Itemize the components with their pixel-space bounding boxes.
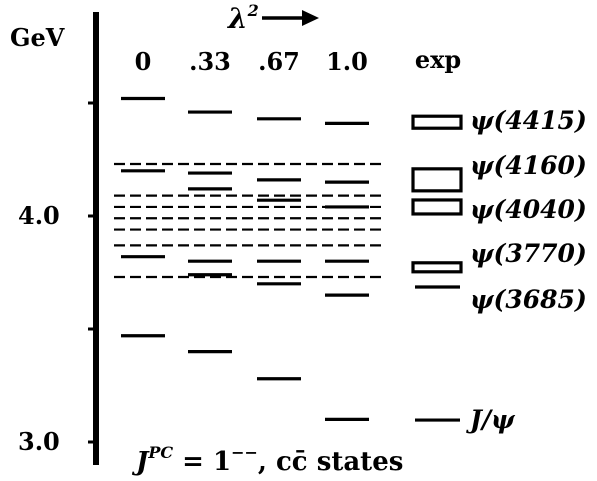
exp-level-box xyxy=(411,261,463,274)
exp-level-box xyxy=(411,167,463,193)
right-arrow-icon xyxy=(262,10,319,26)
y-tick-label: 3.0 xyxy=(18,427,60,456)
column-label: .33 xyxy=(189,47,231,76)
footer-formula: JPC = 1−−, cc̄ states xyxy=(131,443,403,477)
exp-state-label: ψ(3770) xyxy=(470,239,587,268)
parameter-label: λ2 xyxy=(227,1,259,35)
exp-column-label: exp xyxy=(415,45,461,74)
column-label: 1.0 xyxy=(326,47,368,76)
exp-state-label: J/ψ xyxy=(466,405,516,434)
exp-state-label: ψ(4040) xyxy=(470,195,587,224)
column-label: 0 xyxy=(135,47,152,76)
exp-state-label: ψ(4415) xyxy=(470,106,587,135)
column-label: .67 xyxy=(258,47,300,76)
axis-unit-label: GeV xyxy=(10,23,65,52)
exp-level-box xyxy=(411,198,463,216)
exp-state-label: ψ(3685) xyxy=(470,285,587,314)
exp-level-box xyxy=(411,114,463,130)
y-tick-label: 4.0 xyxy=(18,201,60,230)
exp-state-label: ψ(4160) xyxy=(470,151,587,180)
